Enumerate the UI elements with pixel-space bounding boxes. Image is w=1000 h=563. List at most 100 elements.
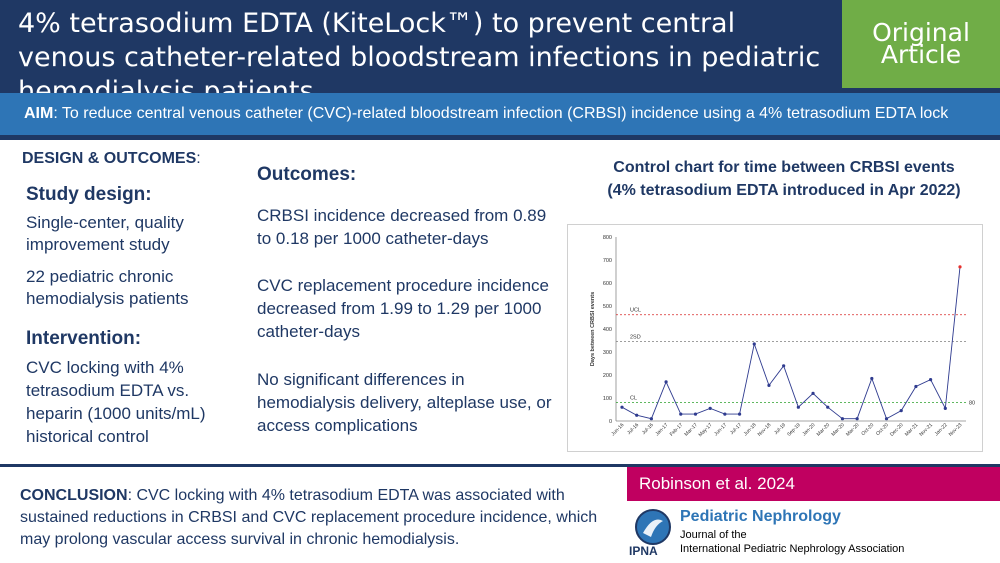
y-tick-label: 800 bbox=[603, 235, 612, 241]
data-point bbox=[664, 380, 668, 384]
x-tick-label: Mar-21 bbox=[904, 422, 920, 438]
x-tick-label: Jul-16 bbox=[626, 422, 640, 436]
x-tick-label: Mar-17 bbox=[683, 422, 699, 438]
x-tick-label: Feb-17 bbox=[669, 422, 685, 438]
aim-text: : To reduce central venous catheter (CVC… bbox=[53, 105, 949, 122]
data-point bbox=[840, 417, 845, 421]
conclusion: CONCLUSION: CVC locking with 4% tetrasod… bbox=[20, 485, 610, 551]
study-design-title: Study design: bbox=[26, 184, 152, 205]
design-heading-text: DESIGN & OUTCOMES bbox=[22, 150, 197, 167]
x-tick-label: Jun-16 bbox=[610, 422, 625, 437]
journal-subtitle-1: Journal of the bbox=[680, 529, 747, 541]
x-tick-label: Sep-19 bbox=[786, 422, 802, 438]
x-tick-label: May-17 bbox=[698, 422, 714, 438]
design-heading: DESIGN & OUTCOMES: bbox=[22, 150, 201, 168]
control-chart-svg: 0 100 200 300 400 500 600 700 800 Days between CR… bbox=[590, 235, 975, 438]
journal-name: Pediatric Nephrology bbox=[680, 508, 841, 525]
y-tick-label: 600 bbox=[603, 281, 612, 287]
data-point bbox=[723, 412, 727, 416]
x-tick-label: Jan-17 bbox=[654, 422, 669, 437]
citation: Robinson et al. 2024 bbox=[639, 474, 795, 493]
aim-bar: AIM: To reduce central venous catheter (… bbox=[0, 93, 1000, 135]
data-point bbox=[899, 409, 903, 413]
data-point bbox=[620, 405, 624, 409]
data-point bbox=[855, 417, 859, 421]
x-tick-label: Nov-23 bbox=[948, 422, 964, 438]
x-tick-label: Oct-20 bbox=[875, 422, 890, 437]
page-title: 4% tetrasodium EDTA (KiteLock™) to preve… bbox=[18, 8, 821, 107]
content-panel: DESIGN & OUTCOMES: Study design: Single-… bbox=[0, 140, 1000, 464]
data-point bbox=[958, 265, 962, 269]
series-line bbox=[621, 266, 961, 420]
x-tick-label: Mar-20 bbox=[845, 422, 861, 438]
x-tick-label: Jul-16 bbox=[641, 422, 655, 436]
outcome-item-3: No significant differences in hemodialys… bbox=[257, 370, 552, 435]
badge-line2: Article bbox=[880, 40, 962, 69]
x-tick-label: Nov-21 bbox=[918, 422, 934, 438]
data-point bbox=[943, 406, 947, 410]
data-point bbox=[679, 412, 683, 416]
x-tick-label: Jun-17 bbox=[713, 422, 728, 437]
x-tick-label: Jan-20 bbox=[801, 422, 816, 437]
data-point bbox=[693, 412, 698, 416]
data-point bbox=[811, 391, 815, 395]
data-point bbox=[796, 405, 800, 409]
bottom-section: CONCLUSION: CVC locking with 4% tetrasod… bbox=[0, 467, 1000, 563]
control-chart: 0 100 200 300 400 500 600 700 800 Days between CR… bbox=[567, 224, 983, 452]
conclusion-text: : CVC locking with 4% tetrasodium EDTA w… bbox=[20, 487, 598, 548]
article-type-badge: Original Article bbox=[842, 0, 1000, 88]
data-point bbox=[782, 364, 786, 368]
ipna-logo-text: IPNA bbox=[629, 544, 658, 558]
chart-title-line1: Control chart for time between CRBSI eve… bbox=[613, 159, 955, 176]
study-design-item-1: Single-center, quality improvement study bbox=[26, 213, 184, 254]
data-point bbox=[767, 383, 771, 387]
intervention-title: Intervention: bbox=[26, 328, 142, 349]
aim-label: AIM bbox=[24, 105, 54, 122]
outcomes-title: Outcomes: bbox=[257, 164, 357, 185]
data-point bbox=[649, 417, 653, 421]
x-tick-label: Jan-22 bbox=[934, 422, 949, 437]
y-tick-label: 0 bbox=[609, 419, 612, 425]
citation-bar: Robinson et al. 2024 bbox=[627, 467, 1000, 501]
y-tick-label: 500 bbox=[603, 304, 612, 310]
data-point bbox=[884, 417, 889, 421]
y-axis-label: Days between CRBSI events bbox=[590, 292, 596, 366]
data-point bbox=[635, 413, 639, 417]
y-tick-label: 400 bbox=[603, 327, 612, 333]
reference-label-2sd: 2SD bbox=[630, 335, 641, 341]
y-tick-label: 100 bbox=[603, 396, 612, 402]
x-tick-label: Mar-20 bbox=[830, 422, 846, 438]
x-tick-label: Jul-17 bbox=[729, 422, 743, 436]
data-point bbox=[870, 376, 874, 381]
study-design-item-2: 22 pediatric chronic hemodialysis patien… bbox=[26, 267, 189, 308]
title-bar: 4% tetrasodium EDTA (KiteLock™) to preve… bbox=[0, 0, 842, 107]
x-tick-label: Nov-18 bbox=[757, 422, 773, 438]
chart-title-line2: (4% tetrasodium EDTA introduced in Apr 2… bbox=[607, 182, 961, 199]
x-tick-label: Jun-18 bbox=[743, 422, 758, 437]
ipna-logo-icon bbox=[635, 509, 671, 545]
data-point bbox=[752, 342, 756, 346]
x-tick-label: Dec-20 bbox=[889, 422, 905, 438]
badge-line1: Original bbox=[872, 18, 970, 47]
reference-label-cl: CL bbox=[630, 396, 637, 402]
data-point bbox=[826, 405, 830, 409]
cl-value-label: 80 bbox=[969, 401, 975, 407]
y-tick-label: 700 bbox=[603, 258, 612, 264]
x-tick-label: Oct-20 bbox=[860, 422, 875, 437]
data-point bbox=[708, 406, 712, 410]
intervention-text: CVC locking with 4% tetrasodium EDTA vs.… bbox=[26, 358, 206, 446]
x-tick-label: Mar-20 bbox=[816, 422, 832, 438]
chart-title: Control chart for time between CRBSI eve… bbox=[578, 156, 990, 202]
outcome-item-2: CVC replacement procedure incidence decr… bbox=[257, 276, 549, 341]
outcome-item-1: CRBSI incidence decreased from 0.89 to 0… bbox=[257, 206, 547, 248]
aim-text-wrap: AIM: To reduce central venous catheter (… bbox=[24, 105, 948, 123]
data-point bbox=[929, 378, 933, 382]
y-tick-label: 200 bbox=[603, 373, 612, 379]
data-point bbox=[914, 384, 918, 389]
conclusion-label: CONCLUSION bbox=[20, 487, 128, 504]
y-tick-label: 300 bbox=[603, 350, 612, 356]
data-point bbox=[737, 412, 742, 416]
design-heading-colon: : bbox=[196, 150, 201, 167]
reference-label-ucl: UCL bbox=[630, 308, 641, 314]
journal-subtitle-2: International Pediatric Nephrology Assoc… bbox=[680, 543, 905, 555]
